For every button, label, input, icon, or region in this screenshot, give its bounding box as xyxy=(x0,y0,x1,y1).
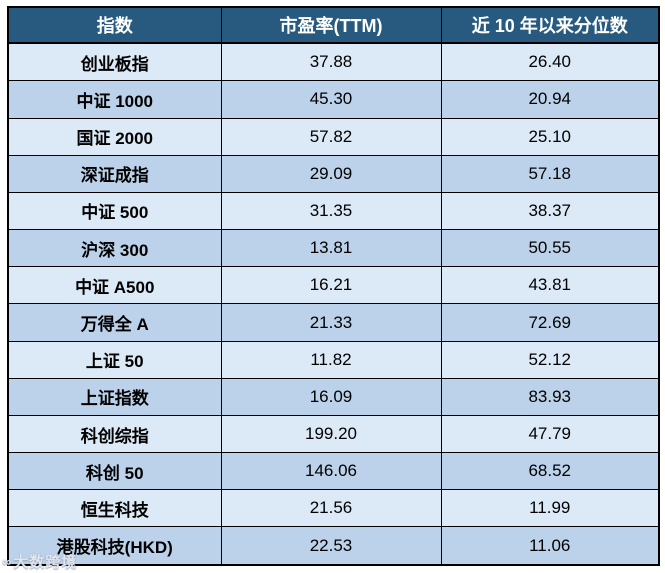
index-name-cell: 科创 50 xyxy=(7,452,222,491)
percentile-cell: 57.18 xyxy=(440,154,660,193)
index-name-cell: 沪深 300 xyxy=(7,229,222,268)
index-name-cell: 上证 50 xyxy=(7,340,222,379)
pe-percentile-table-wrap: 指数 市盈率(TTM) 近 10 年以来分位数 创业板指 37.88 26.40… xyxy=(7,6,660,566)
pe-cell: 37.88 xyxy=(220,42,442,82)
table-row: 上证 50 11.82 52.12 xyxy=(7,340,660,379)
percentile-cell: 47.79 xyxy=(440,414,660,454)
pe-cell: 31.35 xyxy=(220,191,442,231)
pe-cell: 21.56 xyxy=(220,489,442,528)
index-name-cell: 万得全 A xyxy=(7,303,222,342)
pe-cell: 29.09 xyxy=(220,154,442,193)
percentile-cell: 50.55 xyxy=(440,229,660,268)
percentile-cell: 38.37 xyxy=(440,191,660,231)
header-row: 指数 市盈率(TTM) 近 10 年以来分位数 xyxy=(7,6,660,44)
pe-cell: 146.06 xyxy=(220,452,442,491)
table-row: 上证指数 16.09 83.93 xyxy=(7,377,660,416)
index-name-cell: 创业板指 xyxy=(7,42,222,82)
table-row: 深证成指 29.09 57.18 xyxy=(7,154,660,193)
index-name-cell: 港股科技(HKD) xyxy=(7,526,222,566)
pe-percentile-table: 指数 市盈率(TTM) 近 10 年以来分位数 创业板指 37.88 26.40… xyxy=(7,6,660,566)
index-name-cell: 中证 A500 xyxy=(7,266,222,305)
pe-cell: 13.81 xyxy=(220,229,442,268)
percentile-cell: 25.10 xyxy=(440,117,660,156)
column-header-pe-ttm: 市盈率(TTM) xyxy=(220,6,442,44)
pe-cell: 16.21 xyxy=(220,266,442,305)
pe-cell: 45.30 xyxy=(220,80,442,119)
percentile-cell: 52.12 xyxy=(440,340,660,379)
pe-cell: 21.33 xyxy=(220,303,442,342)
percentile-cell: 20.94 xyxy=(440,80,660,119)
percentile-cell: 26.40 xyxy=(440,42,660,82)
pe-cell: 57.82 xyxy=(220,117,442,156)
table-row: 万得全 A 21.33 72.69 xyxy=(7,303,660,342)
percentile-cell: 43.81 xyxy=(440,266,660,305)
index-name-cell: 上证指数 xyxy=(7,377,222,416)
pe-cell: 22.53 xyxy=(220,526,442,566)
table-row: 中证 1000 45.30 20.94 xyxy=(7,80,660,119)
column-header-index: 指数 xyxy=(7,6,222,44)
index-name-cell: 恒生科技 xyxy=(7,489,222,528)
pe-cell: 16.09 xyxy=(220,377,442,416)
table-row: 创业板指 37.88 26.40 xyxy=(7,42,660,82)
percentile-cell: 68.52 xyxy=(440,452,660,491)
column-header-percentile: 近 10 年以来分位数 xyxy=(440,6,660,44)
percentile-cell: 72.69 xyxy=(440,303,660,342)
index-name-cell: 国证 2000 xyxy=(7,117,222,156)
pe-cell: 199.20 xyxy=(220,414,442,454)
table-row: 中证 A500 16.21 43.81 xyxy=(7,266,660,305)
index-name-cell: 中证 500 xyxy=(7,191,222,231)
percentile-cell: 11.06 xyxy=(440,526,660,566)
table-row: 中证 500 31.35 38.37 xyxy=(7,191,660,231)
table-row: 科创综指 199.20 47.79 xyxy=(7,414,660,454)
table-row: 港股科技(HKD) 22.53 11.06 xyxy=(7,526,660,566)
percentile-cell: 11.99 xyxy=(440,489,660,528)
table-row: 国证 2000 57.82 25.10 xyxy=(7,117,660,156)
pe-cell: 11.82 xyxy=(220,340,442,379)
index-name-cell: 深证成指 xyxy=(7,154,222,193)
table-row: 科创 50 146.06 68.52 xyxy=(7,452,660,491)
table-row: 恒生科技 21.56 11.99 xyxy=(7,489,660,528)
percentile-cell: 83.93 xyxy=(440,377,660,416)
index-name-cell: 科创综指 xyxy=(7,414,222,454)
table-row: 沪深 300 13.81 50.55 xyxy=(7,229,660,268)
index-name-cell: 中证 1000 xyxy=(7,80,222,119)
